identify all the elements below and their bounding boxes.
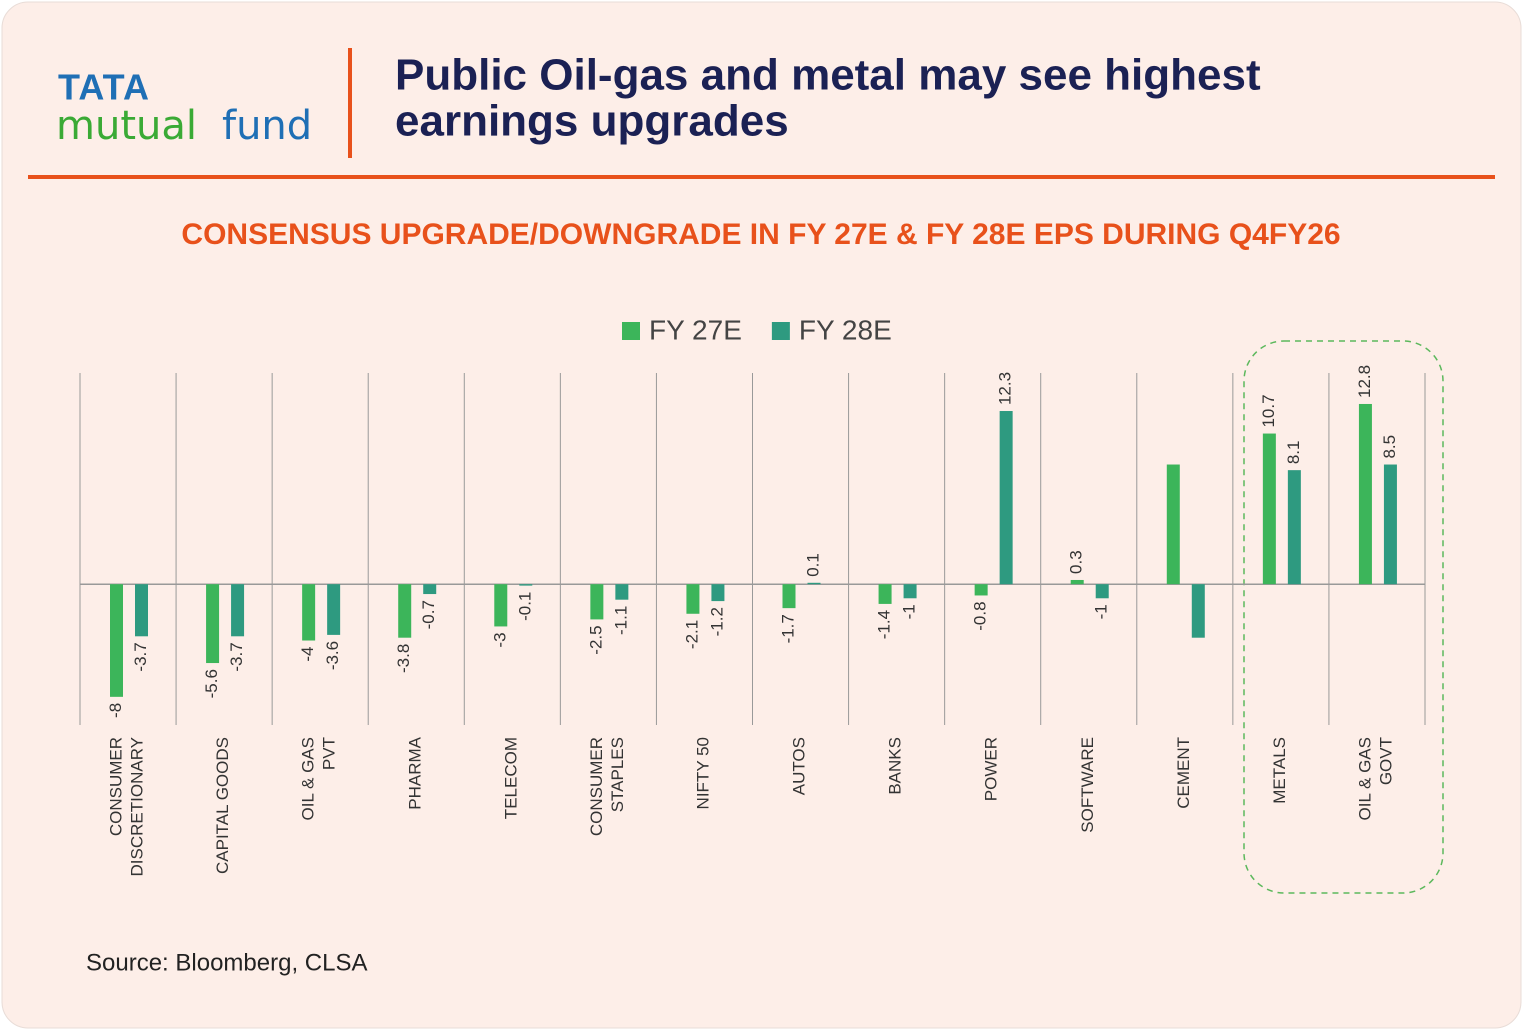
- x-tick-label: CEMENT: [1174, 737, 1193, 809]
- chart-title: CONSENSUS UPGRADE/DOWNGRADE IN FY 27E & …: [181, 218, 1340, 251]
- x-tick-label: AUTOS: [790, 737, 809, 795]
- data-label: -1: [1092, 604, 1111, 619]
- logo-word-1: mutual: [56, 103, 197, 149]
- data-label: -3.6: [323, 641, 342, 670]
- bar: [1358, 403, 1372, 585]
- bar: [615, 584, 629, 600]
- bar: [135, 584, 148, 637]
- data-label: -2.5: [586, 625, 605, 654]
- data-label: -1.7: [778, 614, 797, 643]
- data-label: -3.7: [131, 642, 150, 671]
- bar: [519, 584, 533, 586]
- x-tick-label: CAPITAL GOODS: [214, 737, 233, 874]
- bar: [782, 584, 796, 609]
- x-tick-label: METALS: [1270, 737, 1289, 804]
- data-label: -3.8: [394, 644, 413, 673]
- legend-swatch: [771, 322, 790, 340]
- x-tick-label: NIFTY 50: [694, 737, 713, 809]
- bar: [1191, 584, 1205, 638]
- data-label: 12.3: [996, 372, 1015, 405]
- x-tick-label: SOFTWARE: [1078, 737, 1097, 833]
- bar: [1383, 464, 1397, 585]
- data-label: -2.1: [682, 620, 701, 649]
- data-label: 0.3: [1067, 550, 1086, 574]
- bar: [590, 584, 604, 620]
- bar: [1287, 470, 1301, 585]
- data-label: 10.7: [1259, 394, 1278, 427]
- data-label: -0.1: [515, 592, 534, 621]
- data-label: -8: [106, 703, 125, 718]
- bar: [327, 584, 341, 635]
- bar: [686, 584, 700, 614]
- bar: [494, 584, 508, 627]
- data-label: -0.7: [419, 600, 438, 629]
- data-label: -0.8: [971, 601, 990, 630]
- data-label: -3.7: [227, 642, 246, 671]
- bar: [398, 584, 412, 638]
- bar: [302, 584, 316, 641]
- bar: [1070, 579, 1084, 585]
- logo-word-2: fund: [222, 103, 312, 149]
- x-tick-label: OIL & GAS PVT: [299, 737, 339, 820]
- x-tick-label: OIL & GAS GOVT: [1356, 737, 1396, 820]
- bar: [999, 411, 1013, 585]
- logo-top: TATA: [58, 67, 150, 108]
- bar: [1166, 464, 1180, 585]
- data-label: -1.2: [707, 607, 726, 636]
- bar: [878, 584, 892, 604]
- x-tick-label: TELECOM: [502, 737, 521, 819]
- legend-label: FY 27E: [649, 314, 742, 345]
- data-label: 8.1: [1284, 441, 1303, 465]
- title: Public Oil-gas and metal may see highest: [395, 51, 1261, 100]
- data-label: -1: [900, 604, 919, 619]
- source: Source: Bloomberg, CLSA: [86, 949, 367, 976]
- bar: [1262, 433, 1276, 585]
- data-label: 0.1: [803, 553, 822, 577]
- x-tick-label: POWER: [982, 737, 1001, 801]
- highlight-box: [1243, 340, 1444, 894]
- data-label: -3: [490, 632, 509, 647]
- x-tick-label: PHARMA: [406, 736, 425, 809]
- bar: [110, 584, 123, 697]
- bar: [423, 584, 437, 595]
- data-label: -1.4: [875, 610, 894, 639]
- data-label: -4: [298, 647, 317, 662]
- bar: [807, 582, 821, 585]
- bar: [903, 584, 917, 599]
- bar: [974, 584, 988, 596]
- bar: [1095, 584, 1109, 599]
- x-tick-label: BANKS: [886, 737, 905, 795]
- bar: [231, 584, 245, 637]
- x-tick-label: CONSUMER STAPLES: [587, 737, 627, 836]
- x-tick-label: CONSUMER DISCRETIONARY: [107, 737, 147, 877]
- legend-swatch: [622, 322, 640, 340]
- data-label: -1.1: [611, 606, 630, 635]
- data-label: -5.6: [202, 669, 221, 698]
- bar: [206, 584, 220, 664]
- bar: [711, 584, 725, 602]
- title: earnings upgrades: [395, 97, 789, 146]
- legend-label: FY 28E: [799, 314, 892, 345]
- data-label: 8.5: [1380, 435, 1399, 459]
- data-label: 12.8: [1355, 365, 1374, 398]
